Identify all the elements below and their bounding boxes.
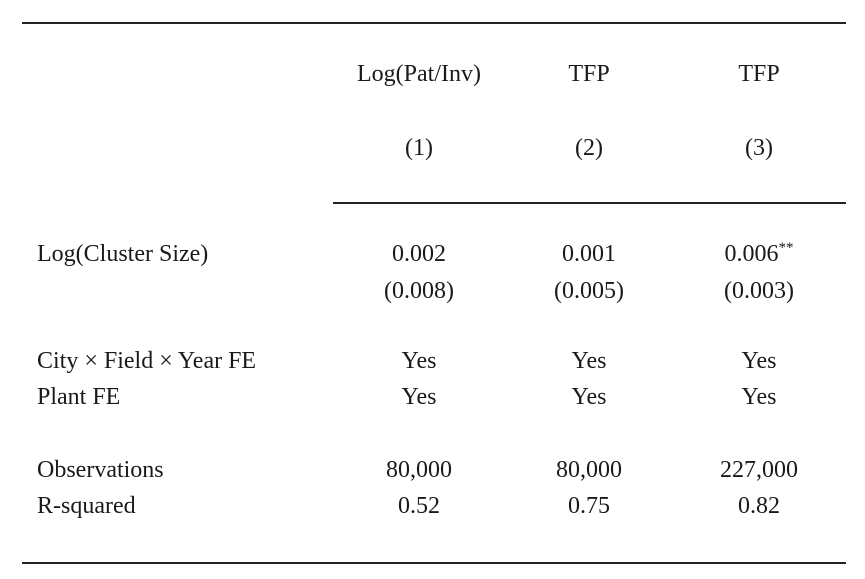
top-rule <box>22 22 846 24</box>
std-error-1: (0.008) <box>384 278 454 304</box>
row-label-city-field-year-fe: City × Field × Year FE <box>37 348 257 374</box>
r-squared-value-1: 0.52 <box>398 493 440 519</box>
column-header-2: TFP <box>568 61 610 87</box>
coefficient-2: 0.001 <box>562 241 616 267</box>
row-label-observations: Observations <box>37 457 164 483</box>
column-number-3: (3) <box>745 135 773 161</box>
column-number-2: (2) <box>575 135 603 161</box>
std-error-2: (0.005) <box>554 278 624 304</box>
r-squared-value-2: 0.75 <box>568 493 610 519</box>
plant-fe-value-1: Yes <box>401 384 437 410</box>
significance-stars-3: ** <box>778 240 794 256</box>
row-label-r-squared: R-squared <box>37 493 136 519</box>
city-fe-value-1: Yes <box>401 348 437 374</box>
header-rule <box>333 202 846 204</box>
coefficient-3: 0.006** <box>724 240 794 268</box>
std-error-3: (0.003) <box>724 278 794 304</box>
column-header-1: Log(Pat/Inv) <box>357 61 481 87</box>
observations-value-1: 80,000 <box>386 457 452 483</box>
coefficient-1: 0.002 <box>392 241 446 267</box>
city-fe-value-2: Yes <box>571 348 607 374</box>
city-fe-value-3: Yes <box>741 348 777 374</box>
column-header-3: TFP <box>738 61 780 87</box>
plant-fe-value-3: Yes <box>741 384 777 410</box>
observations-value-3: 227,000 <box>720 457 798 483</box>
observations-value-2: 80,000 <box>556 457 622 483</box>
column-number-1: (1) <box>405 135 433 161</box>
bottom-rule <box>22 562 846 564</box>
row-label-cluster-size: Log(Cluster Size) <box>37 241 209 267</box>
row-label-plant-fe: Plant FE <box>37 384 121 410</box>
plant-fe-value-2: Yes <box>571 384 607 410</box>
r-squared-value-3: 0.82 <box>738 493 780 519</box>
